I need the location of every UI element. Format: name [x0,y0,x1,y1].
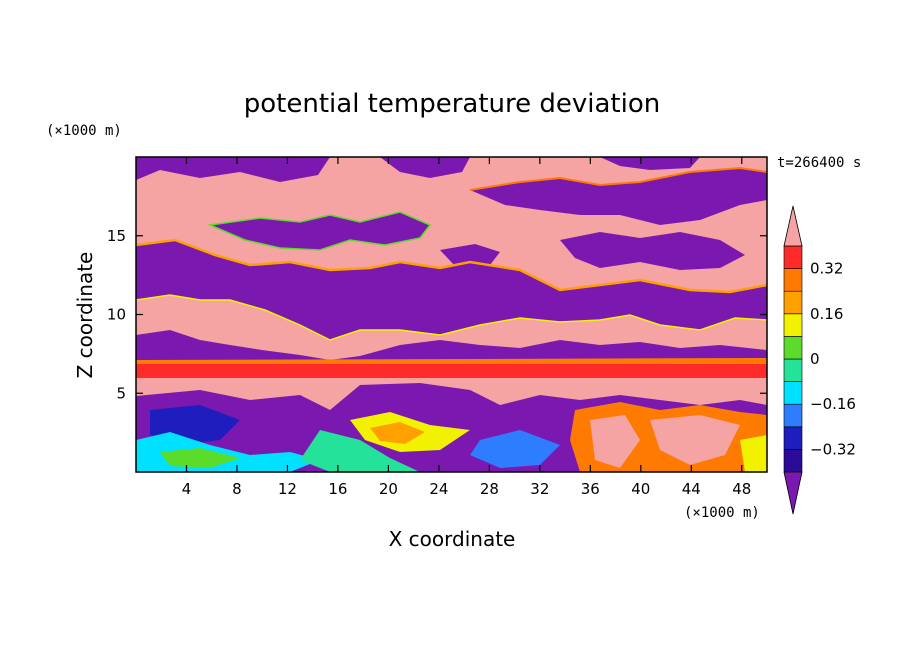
y-axis-ticks: 5 10 15 [107,227,767,402]
colorbar-segment [783,245,803,269]
x-tick-label: 20 [379,480,398,498]
colorbar-tick-label: 0.16 [810,305,843,323]
upper-purple-region [470,168,767,225]
x-tick-label: 36 [581,480,600,498]
y-unit-label: (×1000 m) [46,123,122,139]
upper-purple-region [210,212,430,250]
contour-edge [136,238,767,294]
contour-edge [207,211,432,251]
upper-purple-region [136,240,767,340]
colorbar-segment [783,268,803,292]
upper-level-band-orange [136,358,767,364]
x-axis-label: X coordinate [389,527,516,551]
x-axis-ticks: 4 8 12 16 20 24 28 32 36 40 44 48 [182,157,751,498]
lower-yellow-region [740,435,767,472]
x-tick-label: 4 [182,480,192,498]
x-tick-label: 32 [530,480,549,498]
lower-pink-region [590,415,640,468]
colorbar-segment [783,313,803,337]
colorbar-segment [783,426,803,450]
colorbar-lower-triangle [783,471,803,515]
colorbar-labels: 0.32 0.16 0 −0.16 −0.32 [810,260,856,459]
y-tick-label: 5 [116,384,126,402]
upper-purple-region [440,244,500,266]
colorbar-segment [783,358,803,382]
upper-level-band-pink [136,378,767,384]
upper-purple-region [560,232,745,270]
time-label: t=266400 s [777,155,861,171]
x-tick-label: 16 [328,480,347,498]
contour-field [136,157,767,472]
colorbar-segment [783,290,803,315]
contour-edge [136,294,767,341]
upper-level-band-red [136,364,767,378]
x-tick-label: 40 [631,480,650,498]
y-axis-label: Z coordinate [73,252,97,379]
x-tick-label: 8 [232,480,242,498]
lower-orange-region [370,422,425,444]
lower-green-region [300,430,420,472]
contour-edge [469,166,767,191]
colorbar-tick-label: 0 [810,350,820,368]
colorbar-segment [783,403,803,428]
y-tick-label: 10 [107,306,126,324]
colorbar-upper-triangle [783,205,803,247]
y-tick-label: 15 [107,227,126,245]
x-tick-label: 48 [732,480,751,498]
lower-cyan-region [470,430,560,468]
colorbar-tick-label: −0.32 [810,440,856,458]
upper-purple-region [600,157,700,170]
lower-pink-region [650,415,740,465]
lower-green-region [160,448,240,468]
colorbar [783,205,803,515]
mid-purple-band [136,330,767,362]
upper-purple-region [136,157,330,182]
colorbar-segment [783,336,803,360]
x-tick-label: 24 [429,480,448,498]
chart-title: potential temperature deviation [244,89,660,119]
colorbar-segment [783,449,803,473]
x-tick-label: 44 [682,480,701,498]
x-tick-label: 28 [480,480,499,498]
x-tick-label: 12 [278,480,297,498]
x-unit-label: (×1000 m) [684,505,760,521]
colorbar-tick-label: 0.32 [810,260,843,278]
upper-purple-region [380,157,470,178]
colorbar-segment [783,381,803,405]
colorbar-tick-label: −0.16 [810,395,856,413]
